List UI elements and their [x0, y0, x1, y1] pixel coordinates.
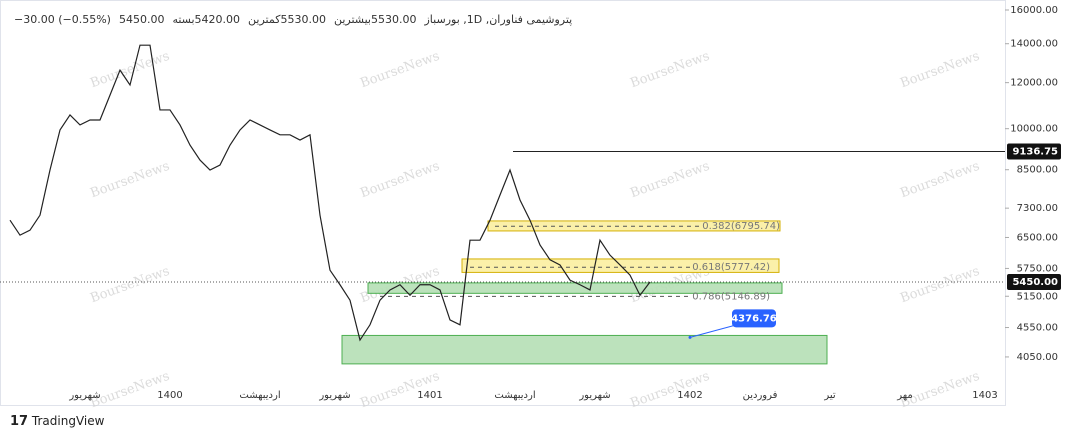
last-price-box	[1007, 273, 1061, 290]
plot-border	[0, 0, 1006, 406]
change: −30.00 (−0.55%)	[14, 13, 111, 26]
callout-box	[732, 309, 776, 328]
brand: TradingView	[31, 414, 105, 428]
y-tick-label: 4050.00	[1017, 352, 1058, 363]
watermark: BourseNews	[628, 49, 711, 92]
x-tick-label: مهر	[896, 390, 912, 401]
chart: BourseNews BourseNews BourseNews BourseNews…	[0, 0, 1061, 410]
x-tick-label: تیر	[823, 390, 836, 401]
ohlc-value: 5420.00	[194, 13, 241, 26]
callout-label: 4376.76	[731, 313, 777, 324]
watermark: BourseNews	[898, 264, 981, 307]
watermark: BourseNews	[358, 49, 441, 92]
y-tick-label: 5150.00	[1017, 291, 1058, 302]
ohlc-label: باز	[424, 13, 437, 26]
watermark: BourseNews	[358, 159, 441, 202]
y-tick-label: 6500.00	[1017, 232, 1058, 243]
y-tick-label: 5750.00	[1017, 263, 1058, 274]
watermark: BourseNews	[898, 159, 981, 202]
y-tick-label: 7300.00	[1017, 203, 1058, 214]
ohlc-label: بسته	[172, 13, 195, 26]
x-tick-label: شهریور	[318, 390, 350, 401]
x-tick-label: شهریور	[68, 390, 100, 401]
footer: 17 TradingView	[10, 414, 105, 429]
y-tick-label: 14000.00	[1010, 39, 1058, 50]
y-tick-label: 10000.00	[1010, 124, 1058, 135]
ohlc-value: 5530.00	[371, 13, 417, 26]
y-tick-label: 16000.00	[1010, 5, 1058, 16]
resistance-label: 9136.75	[1012, 146, 1058, 157]
x-tick-label: 1401	[417, 390, 442, 401]
x-tick-label: 1402	[677, 390, 702, 401]
x-tick-label: 1400	[157, 390, 182, 401]
watermark: BourseNews	[88, 159, 171, 202]
watermark: BourseNews	[88, 264, 171, 307]
fib-label: 0.786(5146.89)	[692, 291, 770, 302]
resistance-box	[1007, 143, 1061, 160]
symbol: پتروشیمی فناوران, 1D, بورس	[436, 13, 573, 26]
last-price-label: 5450.00	[1012, 277, 1058, 288]
x-tick-label: فروردین	[743, 390, 778, 401]
price-line	[9, 44, 651, 342]
fib-label: 0.618(5777.42)	[692, 262, 770, 273]
ohlc-value: 5530.00	[280, 13, 326, 26]
x-tick-label: اردیبهشت	[494, 390, 535, 401]
fib-label: 0.382(6795.74)	[702, 221, 780, 232]
ohlc-label: کمترین	[248, 13, 281, 26]
watermark: BourseNews	[628, 159, 711, 202]
x-tick-label: 1403	[972, 390, 997, 401]
watermark: BourseNews	[898, 49, 981, 92]
y-tick-label: 12000.00	[1010, 78, 1058, 89]
ohlc-label: بیشترین	[333, 13, 371, 26]
y-tick-label: 8500.00	[1017, 165, 1058, 176]
zone	[341, 334, 828, 365]
header: پتروشیمی فناوران, 1D, بورسباز5530.00بیشت…	[14, 13, 580, 26]
ohlc-value: 5450.00	[118, 13, 165, 26]
x-tick-label: اردیبهشت	[239, 390, 280, 401]
x-tick-label: شهریور	[578, 390, 610, 401]
y-tick-label: 4550.00	[1017, 323, 1058, 334]
